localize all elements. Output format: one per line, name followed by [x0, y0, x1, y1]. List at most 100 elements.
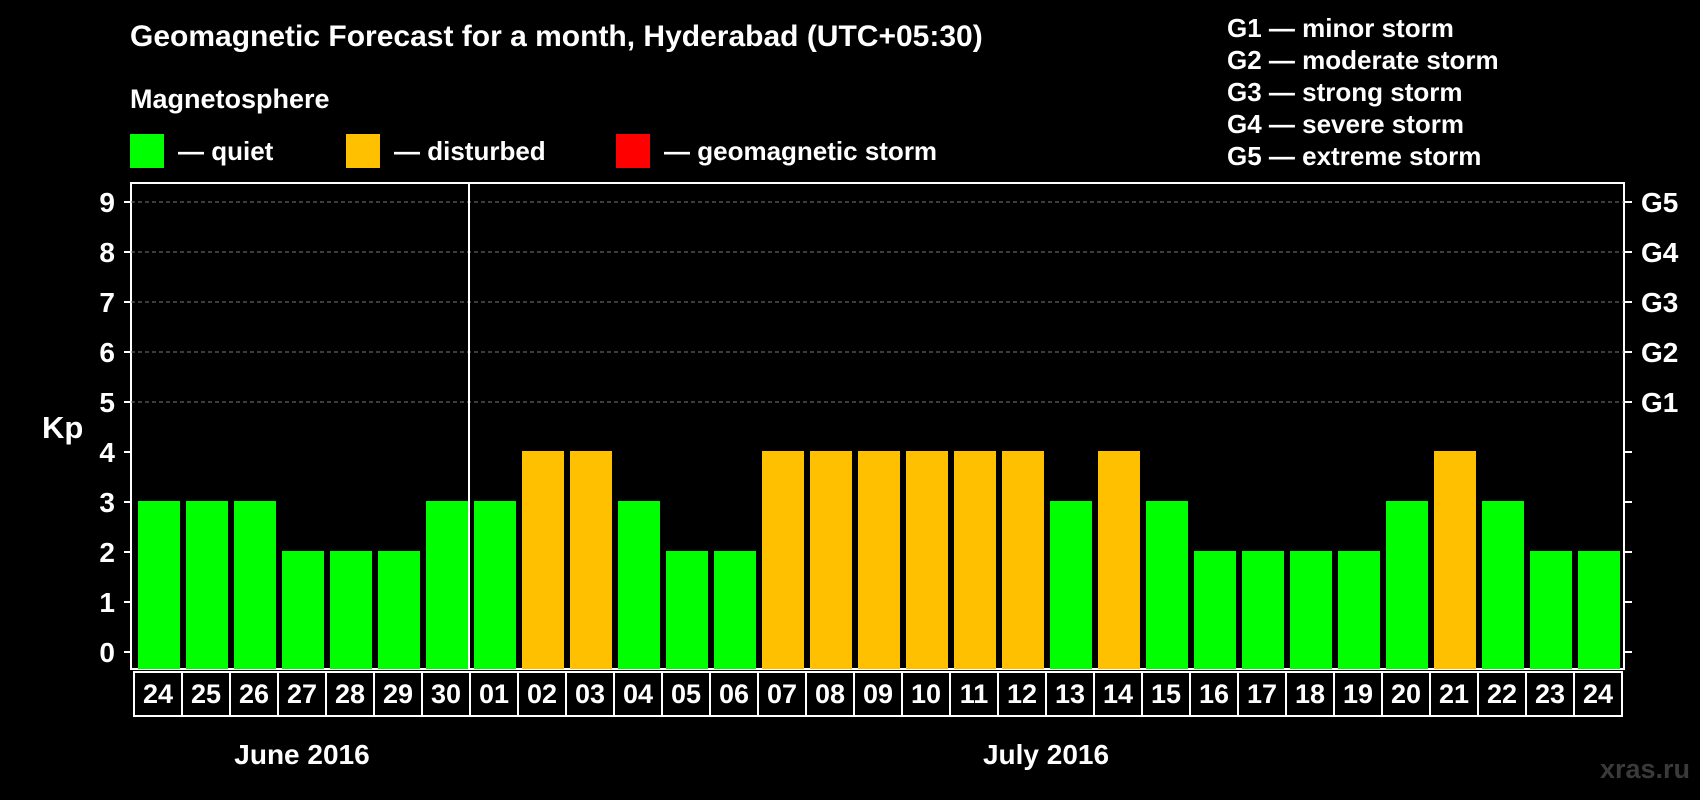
x-tick-label-0: 24 — [143, 679, 173, 709]
x-tick-label-29: 23 — [1535, 679, 1565, 709]
x-tick-label-4: 28 — [335, 679, 365, 709]
bar-20-14 — [1098, 451, 1140, 669]
bar-14-08 — [810, 451, 852, 669]
bar-22-16 — [1194, 551, 1236, 669]
storm-level-g1: G1 — minor storm — [1227, 13, 1454, 43]
bar-19-13 — [1050, 501, 1092, 669]
bar-28-22 — [1482, 501, 1524, 669]
x-tick-label-10: 04 — [623, 679, 653, 709]
y-tick-label-0: 0 — [99, 637, 115, 668]
magnetosphere-heading: Magnetosphere — [130, 84, 330, 114]
date-axis-box — [133, 671, 1623, 717]
bar-3-27 — [282, 551, 324, 669]
legend-swatch-quiet — [130, 134, 164, 168]
y-tick-label-1: 1 — [99, 587, 115, 618]
storm-level-g2: G2 — moderate storm — [1227, 45, 1499, 75]
x-tick-label-22: 16 — [1199, 679, 1229, 709]
bar-1-25 — [186, 501, 228, 669]
bar-13-07 — [762, 451, 804, 669]
bar-25-19 — [1338, 551, 1380, 669]
y-tick-label-4: 4 — [99, 437, 115, 468]
right-axis-label-g5: G5 — [1641, 187, 1678, 218]
bar-15-09 — [858, 451, 900, 669]
storm-level-list: G1 — minor storm G2 — moderate storm G3 … — [1227, 12, 1499, 172]
x-tick-label-20: 14 — [1103, 679, 1133, 709]
right-axis-label-g3: G3 — [1641, 287, 1678, 318]
bar-29-23 — [1530, 551, 1572, 669]
bar-7-01 — [474, 501, 516, 669]
bar-16-10 — [906, 451, 948, 669]
x-tick-label-19: 13 — [1055, 679, 1085, 709]
bar-18-12 — [1002, 451, 1044, 669]
legend-storm: — geomagnetic storm — [616, 133, 937, 169]
right-axis-label-g1: G1 — [1641, 387, 1678, 418]
x-tick-label-12: 06 — [719, 679, 749, 709]
x-tick-label-7: 01 — [479, 679, 509, 709]
x-tick-label-24: 18 — [1295, 679, 1325, 709]
x-tick-label-16: 10 — [911, 679, 941, 709]
x-tick-label-13: 07 — [767, 679, 797, 709]
x-tick-label-14: 08 — [815, 679, 845, 709]
bar-27-21 — [1434, 451, 1476, 669]
y-tick-label-8: 8 — [99, 237, 115, 268]
y-axis-label: Kp — [42, 410, 84, 445]
bar-12-06 — [714, 551, 756, 669]
storm-level-g5: G5 — extreme storm — [1227, 141, 1482, 171]
legend-label-disturbed: — disturbed — [394, 135, 546, 166]
legend-swatch-disturbed — [346, 134, 380, 168]
bar-4-28 — [330, 551, 372, 669]
legend-swatch-storm — [616, 134, 650, 168]
month-label-0: June 2016 — [234, 739, 369, 770]
x-tick-label-9: 03 — [575, 679, 605, 709]
x-tick-label-3: 27 — [287, 679, 317, 709]
x-tick-label-5: 29 — [383, 679, 413, 709]
bar-17-11 — [954, 451, 996, 669]
x-tick-label-18: 12 — [1007, 679, 1037, 709]
x-tick-label-23: 17 — [1247, 679, 1277, 709]
watermark: xras.ru — [1599, 754, 1690, 784]
bar-21-15 — [1146, 501, 1188, 669]
y-tick-label-7: 7 — [99, 287, 115, 318]
storm-level-g4: G4 — severe storm — [1227, 109, 1465, 139]
bar-10-04 — [618, 501, 660, 669]
bar-23-17 — [1242, 551, 1284, 669]
bar-8-02 — [522, 451, 564, 669]
legend-label-quiet: — quiet — [178, 135, 274, 166]
storm-level-g3: G3 — strong storm — [1227, 77, 1463, 107]
y-tick-label-2: 2 — [99, 537, 115, 568]
x-tick-label-8: 02 — [527, 679, 557, 709]
legend-label-storm: — geomagnetic storm — [664, 135, 938, 166]
legend-disturbed: — disturbed — [346, 133, 546, 169]
bar-5-29 — [378, 551, 420, 669]
month-label-1: July 2016 — [983, 739, 1109, 770]
x-tick-label-28: 22 — [1487, 679, 1517, 709]
x-tick-label-30: 24 — [1583, 679, 1613, 709]
bar-24-18 — [1290, 551, 1332, 669]
x-tick-label-27: 21 — [1439, 679, 1469, 709]
y-tick-label-3: 3 — [99, 487, 115, 518]
bar-30-24 — [1578, 551, 1620, 669]
x-tick-label-11: 05 — [671, 679, 701, 709]
x-tick-label-1: 25 — [191, 679, 221, 709]
bar-9-03 — [570, 451, 612, 669]
x-tick-label-21: 15 — [1151, 679, 1181, 709]
x-tick-label-26: 20 — [1391, 679, 1421, 709]
y-tick-label-9: 9 — [99, 187, 115, 218]
bar-0-24 — [138, 501, 180, 669]
x-tick-label-25: 19 — [1343, 679, 1373, 709]
chart-title: Geomagnetic Forecast for a month, Hydera… — [130, 20, 983, 53]
right-axis-label-g4: G4 — [1641, 237, 1679, 268]
x-tick-label-6: 30 — [431, 679, 461, 709]
y-tick-label-5: 5 — [99, 387, 115, 418]
bar-2-26 — [234, 501, 276, 669]
legend-quiet: — quiet — [130, 133, 273, 169]
bar-6-30 — [426, 501, 468, 669]
y-tick-label-6: 6 — [99, 337, 115, 368]
x-tick-label-17: 11 — [960, 679, 989, 709]
bar-11-05 — [666, 551, 708, 669]
right-axis-label-g2: G2 — [1641, 337, 1678, 368]
bar-26-20 — [1386, 501, 1428, 669]
x-tick-label-2: 26 — [239, 679, 269, 709]
x-tick-label-15: 09 — [863, 679, 893, 709]
